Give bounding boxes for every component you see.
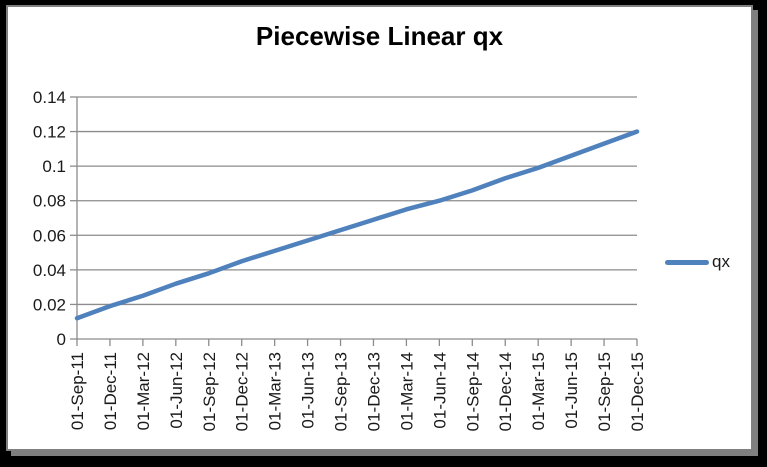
x-axis-label: 01-Dec-15 [628,352,647,431]
x-axis-label: 01-Mar-14 [397,352,416,430]
legend: qx [665,252,730,272]
x-axis-label: 01-Sep-12 [200,352,219,431]
y-axis-label: 0.1 [42,157,66,176]
x-axis-label: 01-Sep-13 [332,352,351,431]
x-axis-label: 01-Dec-12 [233,352,252,431]
x-axis-label: 01-Dec-11 [101,352,120,430]
y-axis-label: 0 [57,330,66,349]
y-axis-label: 0.06 [33,226,66,245]
legend-series-label: qx [712,252,730,271]
x-axis-label: 01-Sep-15 [595,352,614,431]
x-axis-label: 01-Mar-13 [266,352,285,430]
x-axis-label: 01-Jun-12 [167,352,186,429]
x-axis-label: 01-Jun-15 [562,352,581,429]
x-axis-label: 01-Mar-12 [134,352,153,430]
chart-panel: Piecewise Linear qx 0 0.02 0.04 0.06 0.08 0.1… [6,5,753,451]
x-axis-label: 01-Sep-11 [68,352,87,430]
qx-series-line [74,129,640,321]
plot-area: 0 0.02 0.04 0.06 0.08 0.1 0.12 0.14 01-Sep-11 01-… [33,88,647,431]
x-axis-label: 01-Dec-14 [496,352,515,431]
legend-line-swatch [665,259,709,265]
y-axis-label: 0.02 [33,295,66,314]
x-axis-label: 01-Sep-14 [463,352,482,431]
x-axis-label: 01-Mar-15 [529,352,548,430]
x-axis-label: 01-Dec-13 [364,352,383,431]
y-axis-label: 0.04 [33,261,66,280]
chart-title: Piecewise Linear qx [255,21,504,51]
x-axis-label: 01-Jun-14 [430,352,449,429]
y-axis-label: 0.12 [33,123,66,142]
x-axis-label: 01-Jun-13 [299,352,318,429]
y-axis-label: 0.08 [33,192,66,211]
y-axis-label: 0.14 [33,88,66,107]
